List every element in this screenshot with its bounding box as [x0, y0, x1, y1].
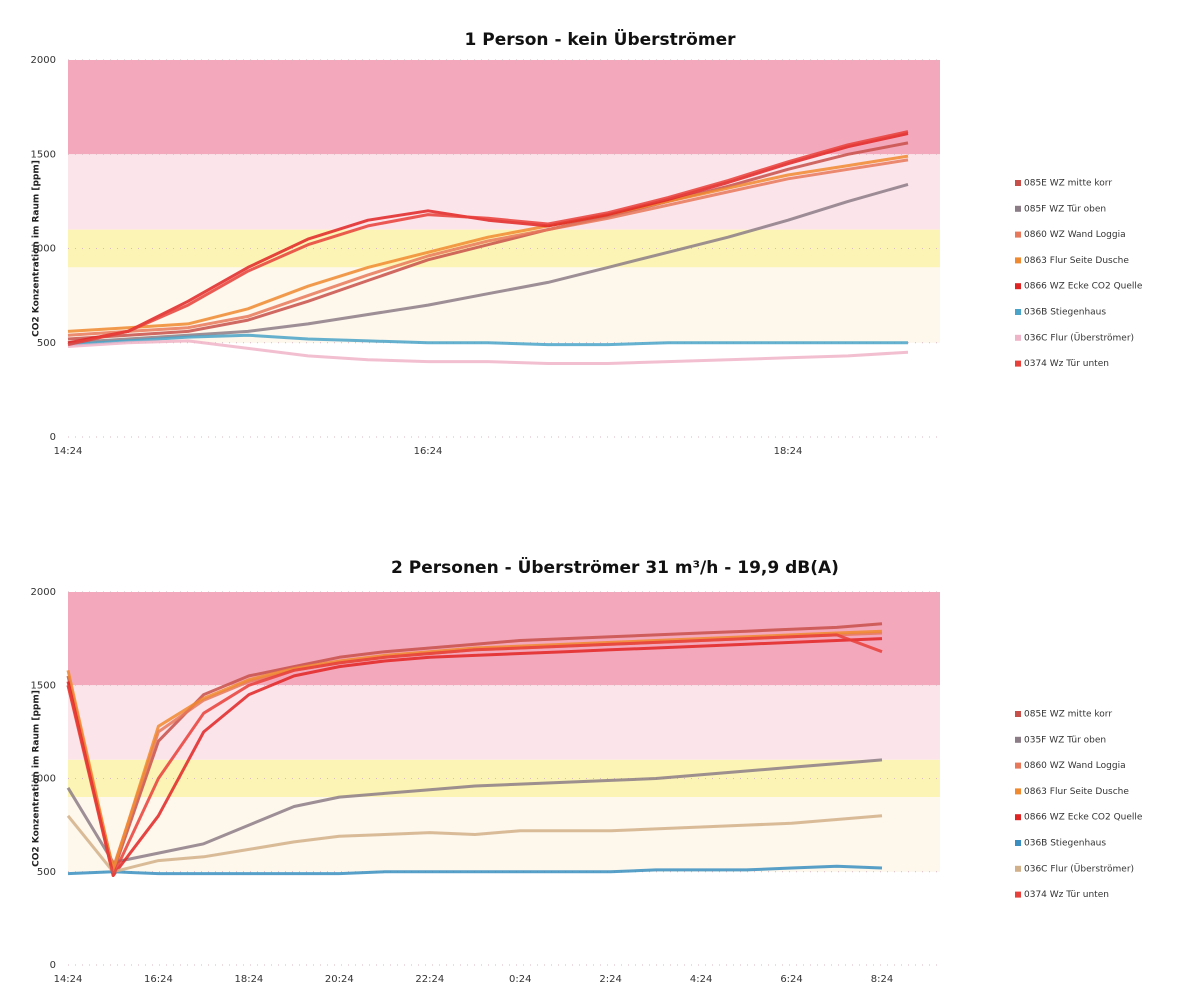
- y-tick-label: 2000: [31, 55, 56, 66]
- legend-swatch: [1015, 788, 1021, 795]
- threshold-band: [68, 592, 940, 686]
- series-line: [67, 158, 909, 337]
- y-tick-label: 2000: [31, 587, 56, 598]
- legend-swatch: [1015, 180, 1021, 186]
- legend-swatch: [1015, 762, 1021, 769]
- legend-label: 0374 Wz Tür unten: [1024, 890, 1109, 900]
- y-tick-label: 0: [50, 432, 56, 443]
- legend-label: 085E WZ mitte korr: [1024, 710, 1112, 720]
- x-tick-label: 6:24: [780, 974, 802, 985]
- legend-label: 0860 WZ Wand Loggia: [1024, 761, 1126, 771]
- x-tick-label: 20:24: [325, 974, 354, 985]
- series-line: [67, 154, 909, 333]
- y-tick-label: 500: [37, 338, 56, 349]
- legend-swatch: [1015, 360, 1021, 367]
- series-line: [66, 629, 883, 872]
- legend-label: 036B Stiegenhaus: [1024, 839, 1106, 849]
- chart-title: 2 Personen - Überströmer 31 m³/h - 19,9 …: [391, 556, 839, 578]
- legend-swatch: [1015, 231, 1021, 238]
- series-line: [67, 339, 909, 365]
- legend-label: 085F WZ Tür oben: [1024, 204, 1106, 214]
- y-tick-label: 1000: [31, 774, 56, 785]
- series-line: [66, 758, 883, 864]
- x-tick-label: 18:24: [774, 446, 803, 457]
- legend-label: 036C Flur (Überströmer): [1024, 863, 1134, 874]
- y-tick-label: 1500: [31, 149, 56, 160]
- legend-label: 085E WZ mitte korr: [1024, 179, 1112, 189]
- x-tick-label: 0:24: [509, 974, 531, 985]
- legend-swatch: [1015, 814, 1021, 821]
- series-line: [66, 637, 883, 877]
- legend-swatch: [1015, 711, 1021, 717]
- legend-swatch: [1015, 309, 1021, 315]
- series-line: [67, 864, 883, 876]
- legend-label: 0863 Flur Seite Dusche: [1024, 256, 1129, 266]
- legend-swatch: [1015, 736, 1021, 743]
- threshold-band: [68, 229, 940, 268]
- legend-label: 0863 Flur Seite Dusche: [1024, 787, 1129, 797]
- threshold-band: [68, 267, 940, 343]
- series-line: [67, 141, 909, 341]
- series-line: [66, 633, 883, 877]
- x-tick-label: 14:24: [54, 974, 83, 985]
- series-line: [67, 132, 909, 345]
- x-tick-label: 8:24: [871, 974, 893, 985]
- legend-label: 035F WZ Tür oben: [1024, 735, 1106, 745]
- x-tick-label: 14:24: [54, 446, 83, 457]
- y-axis-title: CO2 Konzentration im Raum [ppm]: [32, 690, 42, 867]
- series-line: [66, 622, 883, 874]
- x-tick-label: 22:24: [415, 974, 444, 985]
- legend-swatch: [1015, 840, 1021, 846]
- y-tick-label: 0: [50, 960, 56, 971]
- x-tick-label: 16:24: [144, 974, 173, 985]
- series-line: [67, 182, 909, 345]
- threshold-band: [68, 60, 940, 155]
- legend-label: 036C Flur (Überströmer): [1024, 332, 1134, 343]
- x-tick-label: 18:24: [234, 974, 263, 985]
- legend-swatch: [1015, 334, 1021, 341]
- legend-swatch: [1015, 891, 1021, 898]
- legend-label: 0860 WZ Wand Loggia: [1024, 230, 1126, 240]
- legend-label: 0866 WZ Ecke CO2 Quelle: [1024, 282, 1143, 292]
- series-line: [66, 814, 883, 874]
- y-tick-label: 500: [37, 867, 56, 878]
- x-tick-label: 4:24: [690, 974, 712, 985]
- legend-label: 0866 WZ Ecke CO2 Quelle: [1024, 813, 1143, 823]
- y-tick-label: 1000: [31, 244, 56, 255]
- chart: 0 500 1000 1500 2000 14:24 16:24 18:24 20:24 22:2…: [31, 556, 1143, 985]
- x-tick-label: 2:24: [599, 974, 621, 985]
- legend-label: 0374 Wz Tür unten: [1024, 359, 1109, 369]
- x-tick-label: 16:24: [414, 446, 443, 457]
- legend-swatch: [1015, 257, 1021, 264]
- series-line: [67, 130, 909, 347]
- series-line: [67, 333, 908, 347]
- legend-swatch: [1015, 865, 1021, 872]
- legend-swatch: [1015, 205, 1021, 212]
- y-tick-label: 1500: [31, 680, 56, 691]
- threshold-band: [68, 797, 940, 872]
- chart-title: 1 Person - kein Überströmer: [465, 28, 737, 50]
- chart: 0 500 1000 1500 2000 14:24 16:24 18:24 1 Person …: [31, 28, 1143, 457]
- legend-swatch: [1015, 283, 1021, 290]
- y-axis-title: CO2 Konzentration im Raum [ppm]: [32, 160, 42, 337]
- legend-label: 036B Stiegenhaus: [1024, 308, 1106, 318]
